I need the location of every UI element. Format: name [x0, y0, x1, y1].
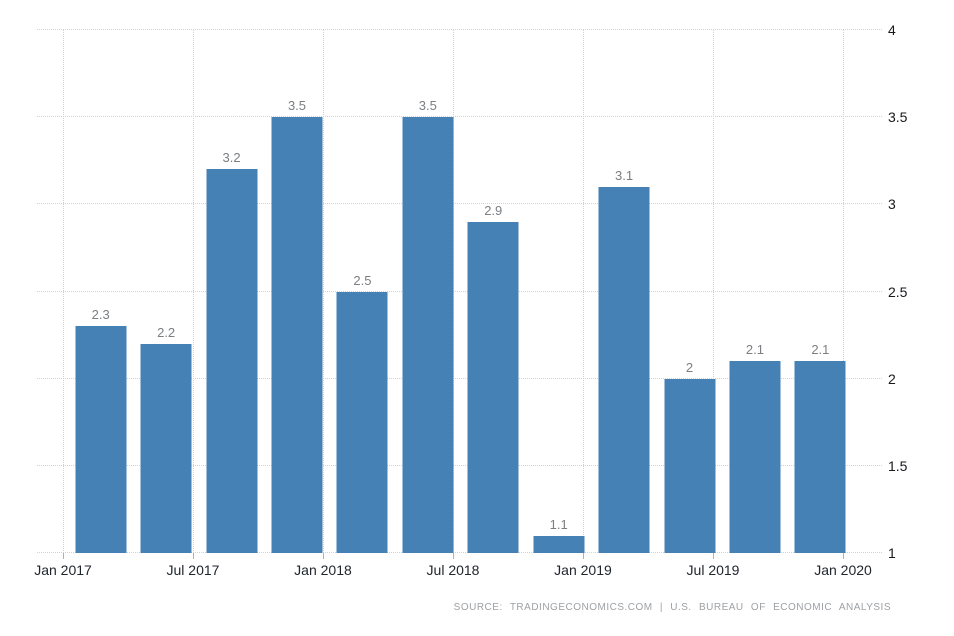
- x-axis-labels: Jan 2017 Jul 2017 Jan 2018 Jul 2018 Jan 2019…: [34, 553, 872, 579]
- v-gridline: [582, 30, 584, 553]
- v-gridline: [453, 30, 454, 553]
- bar-value-label: 2.9: [484, 202, 503, 218]
- bar[interactable]: [729, 361, 781, 553]
- y-tick-label: 2: [888, 370, 896, 387]
- v-gridline: [192, 30, 194, 553]
- bar-slot: 2.3: [68, 30, 133, 553]
- h-gridline: [37, 290, 882, 292]
- bar-value-label: 2.1: [811, 342, 830, 358]
- bar-slot: 2.5: [330, 30, 395, 553]
- x-tick-mark: [843, 553, 844, 559]
- x-tick-label: Jan 2018: [294, 562, 352, 578]
- bar-slot: 2.2: [133, 30, 198, 553]
- bar-slot: 3.2: [199, 30, 264, 553]
- y-tick-label: 1.5: [888, 457, 908, 474]
- bars-region: 2.3 2.2 3.2 3.5 2.5 3.5 2.9 1.1 3.1 2 2.1 2.1: [68, 30, 853, 553]
- source-attribution-text: SOURCE: TRADINGECONOMICS.COM | U.S. BURE…: [453, 602, 891, 613]
- bar-value-label: 3.5: [287, 98, 307, 114]
- bar[interactable]: [533, 535, 585, 553]
- x-tick-mark: [322, 553, 324, 559]
- x-tick-mark: [453, 553, 454, 559]
- bar-slot: 2.9: [461, 30, 526, 553]
- x-tick-label: Jul 2019: [686, 562, 740, 578]
- bar[interactable]: [75, 326, 127, 553]
- h-gridline: [37, 377, 882, 379]
- y-tick-label: 2.5: [888, 283, 908, 300]
- v-gridline: [322, 30, 324, 553]
- plot-area: 2.3 2.2 3.2 3.5 2.5 3.5 2.9 1.1 3.1 2 2.1 2.1 Jan 2…: [34, 29, 882, 578]
- h-gridline: [37, 29, 882, 30]
- x-tick-label: Jul 2018: [426, 562, 480, 578]
- bar[interactable]: [794, 361, 846, 553]
- bar[interactable]: [402, 117, 454, 553]
- bar[interactable]: [271, 117, 323, 553]
- h-gridline: [37, 116, 882, 118]
- bar-slot: 3.5: [264, 30, 329, 553]
- bar-slot: 2: [657, 30, 722, 553]
- x-tick-mark: [192, 553, 194, 559]
- x-tick-label: Jan 2017: [34, 562, 92, 578]
- bar-value-label: 3.2: [222, 150, 241, 166]
- x-tick-mark: [63, 553, 64, 559]
- bar-value-label: 2.3: [91, 307, 110, 323]
- v-gridline: [843, 30, 844, 553]
- bar-value-label: 3.1: [615, 167, 634, 183]
- bar[interactable]: [336, 291, 388, 553]
- bar[interactable]: [598, 186, 650, 553]
- x-tick-label: Jan 2019: [554, 562, 612, 578]
- y-tick-label: 1: [888, 545, 896, 561]
- bar-value-label: 2.5: [353, 272, 372, 288]
- bar-value-label: 2.2: [157, 324, 176, 340]
- h-gridline: [37, 203, 882, 205]
- x-tick-mark: [713, 553, 714, 559]
- bar-value-label: 2.1: [745, 342, 764, 358]
- v-gridline: [713, 30, 714, 553]
- bar-slot: 3.5: [395, 30, 460, 553]
- bar-value-label: 3.5: [418, 98, 437, 114]
- bar-slot: 2.1: [722, 30, 787, 553]
- horizontal-gridlines: [37, 29, 882, 553]
- bar[interactable]: [206, 169, 258, 553]
- bar-value-label: 1.1: [549, 516, 568, 532]
- x-tick-label: Jan 2020: [814, 562, 872, 578]
- bar[interactable]: [467, 221, 519, 553]
- h-gridline: [37, 552, 882, 553]
- bar-slot: 3.1: [591, 30, 656, 553]
- bar-value-label: 2: [685, 359, 694, 375]
- bar[interactable]: [140, 343, 192, 553]
- y-tick-label: 4: [888, 22, 896, 38]
- y-tick-label: 3: [888, 196, 896, 213]
- bar-slot: 2.1: [788, 30, 853, 553]
- bar-slot: 1.1: [526, 30, 591, 553]
- x-tick-label: Jul 2017: [166, 562, 220, 578]
- y-tick-label: 3.5: [888, 109, 908, 126]
- y-axis-labels: 1 1.5 2 2.5 3 3.5 4: [888, 23, 948, 560]
- bar[interactable]: [664, 378, 715, 553]
- vertical-gridlines: [63, 30, 844, 559]
- v-gridline: [63, 30, 64, 553]
- h-gridline: [37, 464, 882, 466]
- x-tick-mark: [582, 553, 584, 559]
